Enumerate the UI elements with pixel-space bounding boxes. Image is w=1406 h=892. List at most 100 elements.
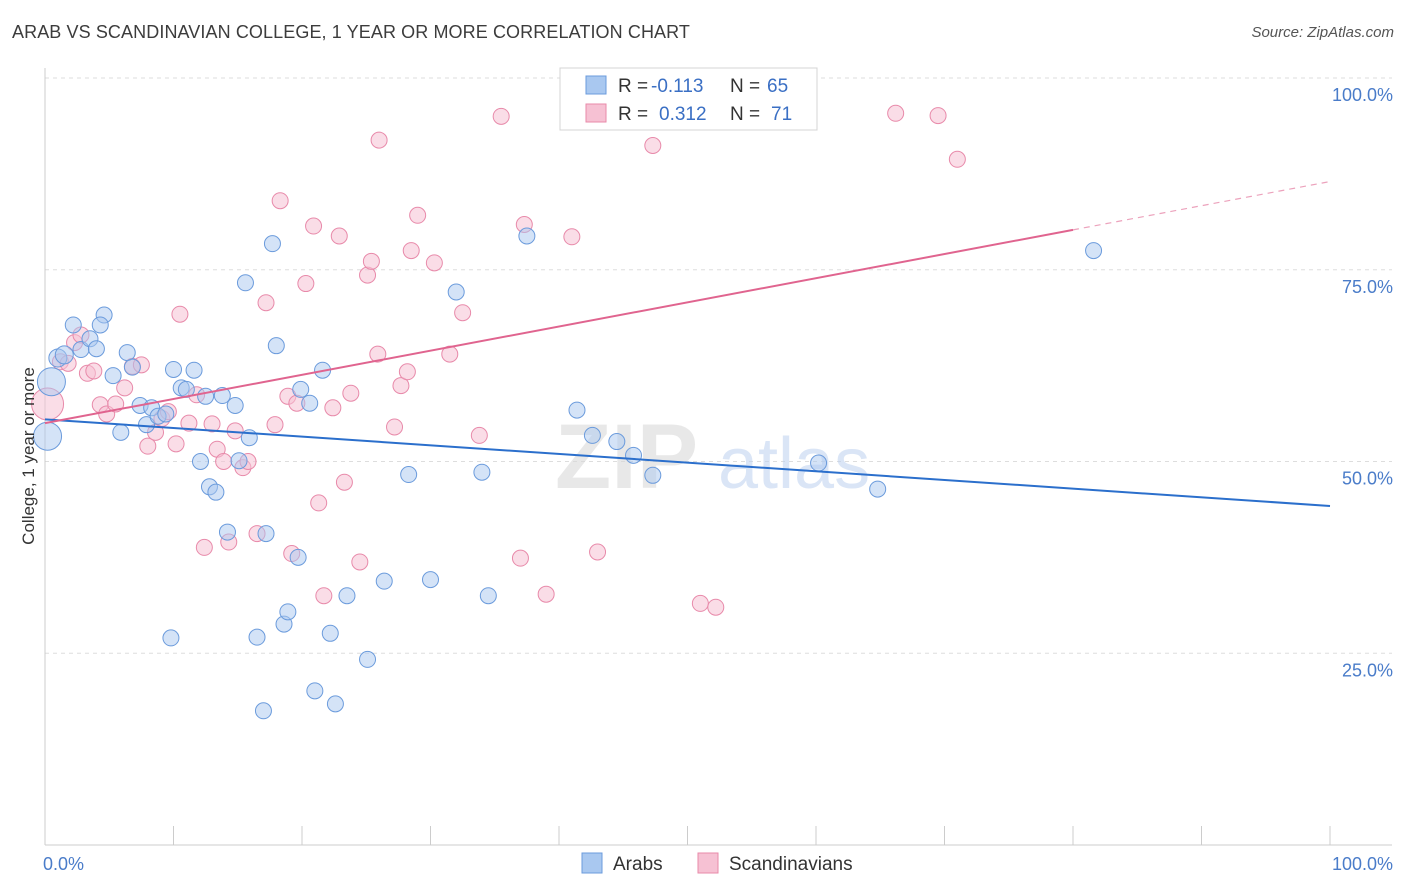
arabs-point [359,650,377,668]
arabs-point [326,695,344,713]
scandinavians-point [537,585,555,603]
scandinavians-point [362,252,380,270]
stats-legend-arabs-n-label: N = [730,76,760,97]
arabs-point [400,466,418,484]
arabs-point [306,682,324,700]
trend-lines [44,180,1331,507]
arabs-point [301,394,319,412]
scandinavians-point [271,192,289,210]
x-tick-label-1: 100.0% [1332,854,1393,874]
scandinavians-point [386,418,404,436]
scandinavians-point [409,206,427,224]
arabs-points [33,227,1103,720]
arabs-point [165,360,182,378]
arabs-point [625,446,643,464]
stats-legend-arabs-n-value: 65 [767,76,788,97]
axes-layer [44,68,1392,846]
arabs-point [197,387,215,405]
scandinavians-trend-extension [1072,180,1331,231]
arabs-point [267,337,285,355]
scandinavians-point [425,254,443,272]
arabs-point [583,426,601,444]
scandinavians-points [31,71,966,616]
arabs-point [104,367,122,385]
legend-scand-label: Scandinavians [729,854,853,875]
stats-legend-scand-n-value: 71 [771,104,792,125]
arabs-point [289,548,307,566]
arabs-point [518,227,536,245]
arabs-point [810,454,828,472]
scandinavians-point [324,399,342,417]
scandinavians-point [139,437,157,455]
legend-arabs-swatch [581,852,603,874]
arabs-point [644,466,662,484]
scandinavians-point [511,549,529,567]
scandinavians-point [335,473,353,491]
arabs-point [64,316,82,334]
stats-legend-scand-n-label: N = [730,104,760,125]
y-tick-label-3: 100.0% [1332,85,1393,105]
arabs-point [321,624,339,642]
grid-layer [45,77,1392,654]
scandinavians-point [107,395,125,413]
stats-legend-arabs-swatch [585,75,607,95]
stats-legend-scand-r-label: R = [618,104,648,125]
scandinavians-point [342,384,360,402]
stats-legend: R = -0.113 N = 65 R = 0.312 N = 71 [559,67,818,131]
arabs-point [230,452,248,470]
legend-scand-swatch [697,852,719,874]
scandinavians-point [257,294,275,312]
scandinavians-point [195,538,213,556]
scandinavians-point [180,414,198,432]
scandinavians-point [167,435,185,453]
scandinavians-point [266,416,284,434]
source-note: Source: ZipAtlas.com [1251,24,1394,41]
scandinavians-point [116,379,134,397]
stats-legend-scand-swatch [585,103,607,123]
arabs-point [292,380,310,398]
scandinavians-point [887,104,905,122]
arabs-point [185,361,203,379]
scandinavians-point [402,242,420,260]
arabs-point [375,572,393,590]
scandinavians-point [470,426,488,444]
arabs-point [123,358,141,376]
y-tick-label-1: 50.0% [1342,469,1393,489]
scandinavians-point [398,363,416,381]
scandinavians-point [370,131,388,149]
stats-legend-arabs-r-label: R = [618,76,648,97]
arabs-point [226,397,244,415]
arabs-point [473,463,491,481]
y-tick-label-2: 75.0% [1342,277,1393,297]
scandinavians-point [297,275,315,293]
arabs-point [207,483,225,501]
scandinavians-point [203,415,221,433]
scandinavians-point [707,598,725,616]
legend-arabs-label: Arabs [613,854,663,875]
x-tick-label-0: 0.0% [43,854,84,874]
scandinavians-point [691,594,709,612]
stats-legend-arabs-r-value: -0.113 [651,76,703,97]
scandinavians-point [171,305,189,323]
scandinavians-point [589,543,607,561]
series-legend: Arabs Scandinavians [581,852,853,875]
scandinavians-point [392,377,410,395]
arabs-point [91,316,109,334]
arabs-point [118,344,136,362]
arabs-point [869,480,887,498]
scandinavians-point [454,304,472,322]
arabs-point [191,453,209,470]
arabs-point [218,523,236,541]
chart-title: ARAB VS SCANDINAVIAN COLLEGE, 1 YEAR OR … [12,22,691,42]
watermark-atlas: atlas [718,424,870,504]
arabs-point [87,340,105,358]
scandinavians-point [492,107,510,125]
arabs-point [263,235,281,253]
scandinavians-point [310,494,328,512]
y-tick-labels: 25.0% 50.0% 75.0% 100.0% [1332,85,1393,680]
arabs-trend-line [44,418,1331,507]
y-tick-label-0: 25.0% [1342,660,1393,680]
scandinavians-trend-line [44,228,1074,425]
arabs-point [338,587,356,605]
